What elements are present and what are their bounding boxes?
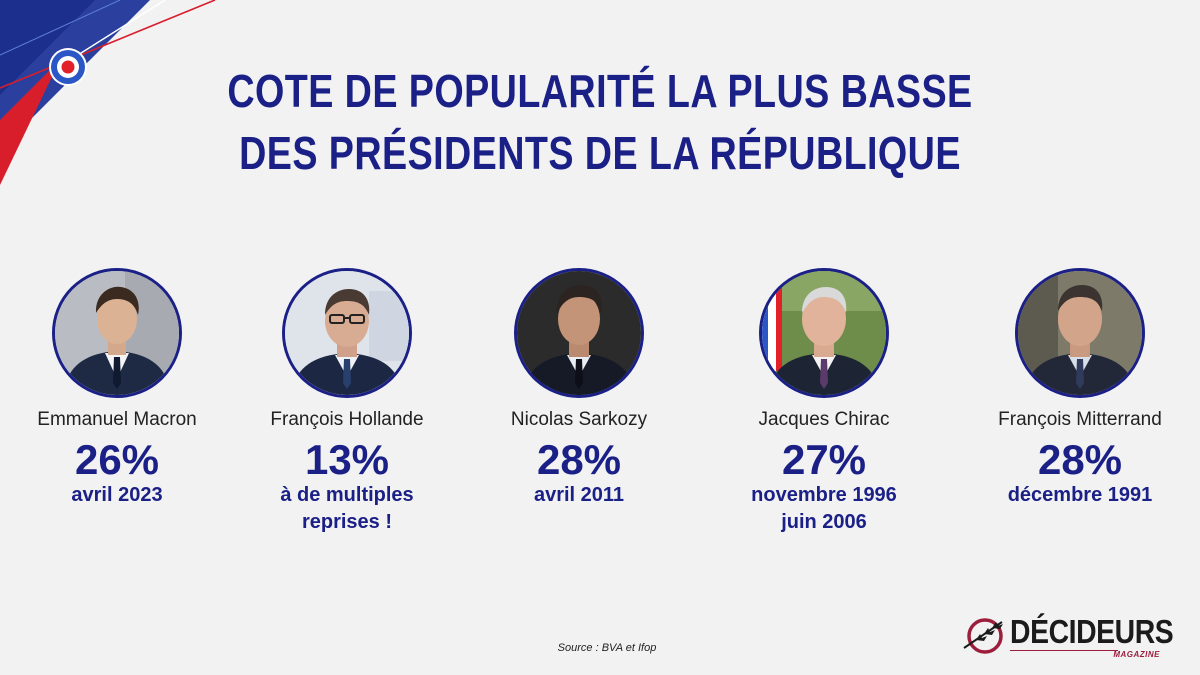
president-card: Emmanuel Macron 26% avril 2023 [0, 268, 237, 509]
popularity-score: 13% [304, 436, 390, 483]
president-card: Nicolas Sarkozy 28% avril 2011 [459, 268, 699, 509]
president-card: François Hollande 13% à de multiples rep… [227, 268, 467, 536]
roundel-icon [49, 48, 87, 86]
president-portrait [52, 268, 182, 398]
score-date: décembre 1991 [1007, 484, 1153, 506]
president-portrait [759, 268, 889, 398]
page-title: COTE DE POPULARITÉ LA PLUS BASSE DES PRÉ… [108, 60, 1092, 184]
popularity-score: 28% [1037, 436, 1123, 483]
decideurs-logo: DÉCIDEURS MAGAZINE [962, 614, 1182, 662]
president-name: François Mitterrand [998, 409, 1162, 430]
logo-divider [1010, 650, 1118, 651]
logo-name: DÉCIDEURS [1010, 613, 1174, 650]
logo-mark-icon [963, 618, 1003, 654]
score-date: novembre 1996 [751, 484, 897, 506]
score-date: à de multiples [280, 484, 414, 506]
tricolor-decoration [0, 0, 216, 185]
president-name: Jacques Chirac [758, 409, 890, 430]
title-line-1: COTE DE POPULARITÉ LA PLUS BASSE [227, 65, 973, 117]
score-date: avril 2011 [533, 484, 625, 506]
score-date-2: reprises ! [301, 511, 393, 533]
popularity-score: 27% [781, 436, 867, 483]
popularity-score: 28% [536, 436, 622, 483]
president-portrait [514, 268, 644, 398]
popularity-score: 26% [74, 436, 160, 483]
logo-subtitle: MAGAZINE [1113, 650, 1160, 659]
president-name: Nicolas Sarkozy [510, 409, 648, 430]
president-card: Jacques Chirac 27% novembre 1996 juin 20… [704, 268, 944, 536]
president-name: François Hollande [270, 409, 424, 430]
president-name: Emmanuel Macron [37, 409, 197, 430]
score-date-2: juin 2006 [781, 511, 867, 533]
president-portrait [1015, 268, 1145, 398]
title-line-2: DES PRÉSIDENTS DE LA RÉPUBLIQUE [239, 127, 961, 179]
president-portrait [282, 268, 412, 398]
source-note: Source : BVA et Ifop [557, 642, 657, 654]
score-date: avril 2023 [71, 484, 163, 506]
president-card: François Mitterrand 28% décembre 1991 [960, 268, 1200, 509]
